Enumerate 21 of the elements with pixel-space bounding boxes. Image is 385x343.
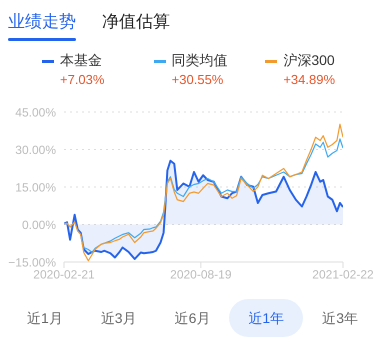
text: 净值估算 <box>102 11 170 33</box>
x-tick-label: 2021-02-22 <box>312 268 374 282</box>
y-tick-label: −15.00% <box>8 255 56 270</box>
text: 业绩走势 <box>8 11 76 33</box>
text: 近3月 <box>100 309 138 328</box>
text: 近1月 <box>26 309 64 328</box>
text: 近1年 <box>229 299 304 337</box>
text: +7.03% <box>60 72 106 87</box>
text: 近6月 <box>174 309 212 328</box>
y-tick-label: 15.00% <box>15 180 56 194</box>
y-tick-label: 0.00% <box>22 218 56 232</box>
x-tick-label: 2020-08-19 <box>170 268 232 282</box>
x-tick-label: 2020-02-21 <box>33 268 96 282</box>
y-tick-label: 30.00% <box>15 142 56 157</box>
legend-label: 沪深300 <box>282 52 336 70</box>
legend-label: 本基金 <box>59 52 103 70</box>
y-tick-label: 45.00% <box>15 105 56 120</box>
legend-label: 同类均值 <box>170 52 229 70</box>
text: +34.89% <box>283 72 336 87</box>
text: +30.55% <box>172 72 224 87</box>
text: 近3年 <box>321 309 359 328</box>
